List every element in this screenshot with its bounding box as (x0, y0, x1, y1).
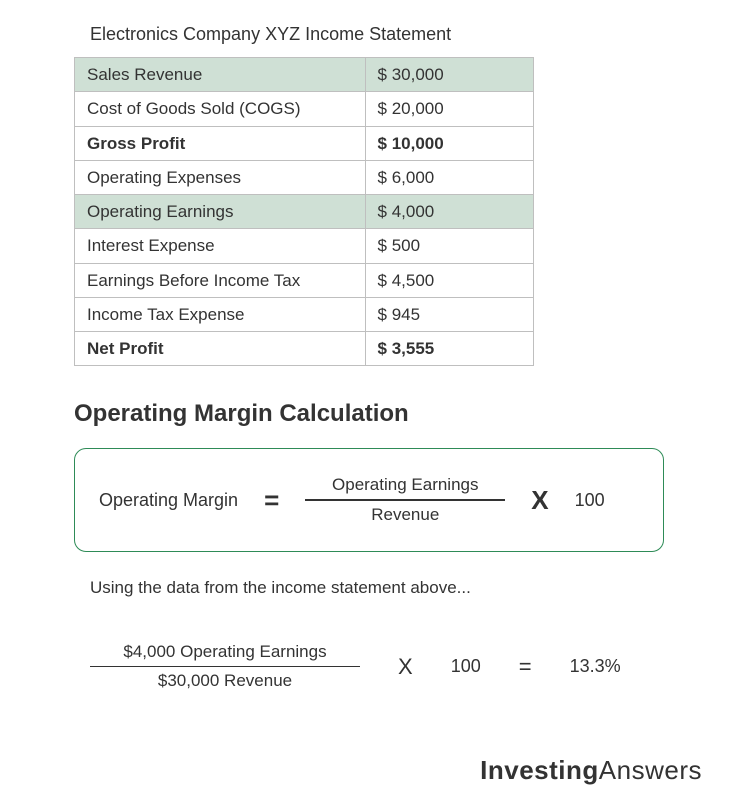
table-row: Income Tax Expense$ 945 (75, 297, 534, 331)
row-label: Cost of Goods Sold (COGS) (75, 92, 366, 126)
times-sign: X (398, 654, 413, 680)
row-value: $ 6,000 (365, 160, 533, 194)
calc-numerator: $4,000 Operating Earnings (117, 638, 332, 666)
table-row: Interest Expense$ 500 (75, 229, 534, 263)
row-label: Net Profit (75, 332, 366, 366)
row-value: $ 3,555 (365, 332, 533, 366)
equals-sign: = (264, 485, 279, 516)
formula-multiplier: 100 (575, 490, 605, 511)
row-label: Gross Profit (75, 126, 366, 160)
row-label: Operating Expenses (75, 160, 366, 194)
row-label: Interest Expense (75, 229, 366, 263)
row-value: $ 20,000 (365, 92, 533, 126)
row-value: $ 10,000 (365, 126, 533, 160)
calculation-row: $4,000 Operating Earnings $30,000 Revenu… (90, 638, 690, 696)
formula-numerator: Operating Earnings (326, 471, 484, 499)
table-row: Operating Earnings$ 4,000 (75, 195, 534, 229)
row-value: $ 945 (365, 297, 533, 331)
table-row: Sales Revenue$ 30,000 (75, 58, 534, 92)
note-text: Using the data from the income statement… (90, 578, 690, 598)
row-label: Sales Revenue (75, 58, 366, 92)
brand-part2: Answers (599, 755, 702, 785)
table-row: Gross Profit$ 10,000 (75, 126, 534, 160)
calc-denominator: $30,000 Revenue (152, 667, 298, 695)
calc-multiplier: 100 (451, 656, 481, 677)
row-value: $ 4,500 (365, 263, 533, 297)
brand-part1: Investing (480, 755, 599, 785)
table-row: Operating Expenses$ 6,000 (75, 160, 534, 194)
calc-fraction: $4,000 Operating Earnings $30,000 Revenu… (90, 638, 360, 696)
row-value: $ 500 (365, 229, 533, 263)
row-value: $ 4,000 (365, 195, 533, 229)
formula-lhs: Operating Margin (99, 490, 238, 511)
formula-fraction: Operating Earnings Revenue (305, 471, 505, 529)
times-sign: X (531, 485, 548, 516)
table-row: Cost of Goods Sold (COGS)$ 20,000 (75, 92, 534, 126)
equals-sign: = (519, 654, 532, 680)
income-statement-table: Sales Revenue$ 30,000Cost of Goods Sold … (74, 57, 534, 366)
row-label: Income Tax Expense (75, 297, 366, 331)
table-row: Earnings Before Income Tax$ 4,500 (75, 263, 534, 297)
section-heading: Operating Margin Calculation (74, 400, 690, 428)
table-row: Net Profit$ 3,555 (75, 332, 534, 366)
row-label: Operating Earnings (75, 195, 366, 229)
calc-result: 13.3% (570, 656, 621, 677)
formula-box: Operating Margin = Operating Earnings Re… (74, 448, 664, 552)
page-title: Electronics Company XYZ Income Statement (90, 24, 690, 45)
brand-logo: InvestingAnswers (480, 755, 702, 786)
row-value: $ 30,000 (365, 58, 533, 92)
formula-denominator: Revenue (365, 501, 445, 529)
row-label: Earnings Before Income Tax (75, 263, 366, 297)
